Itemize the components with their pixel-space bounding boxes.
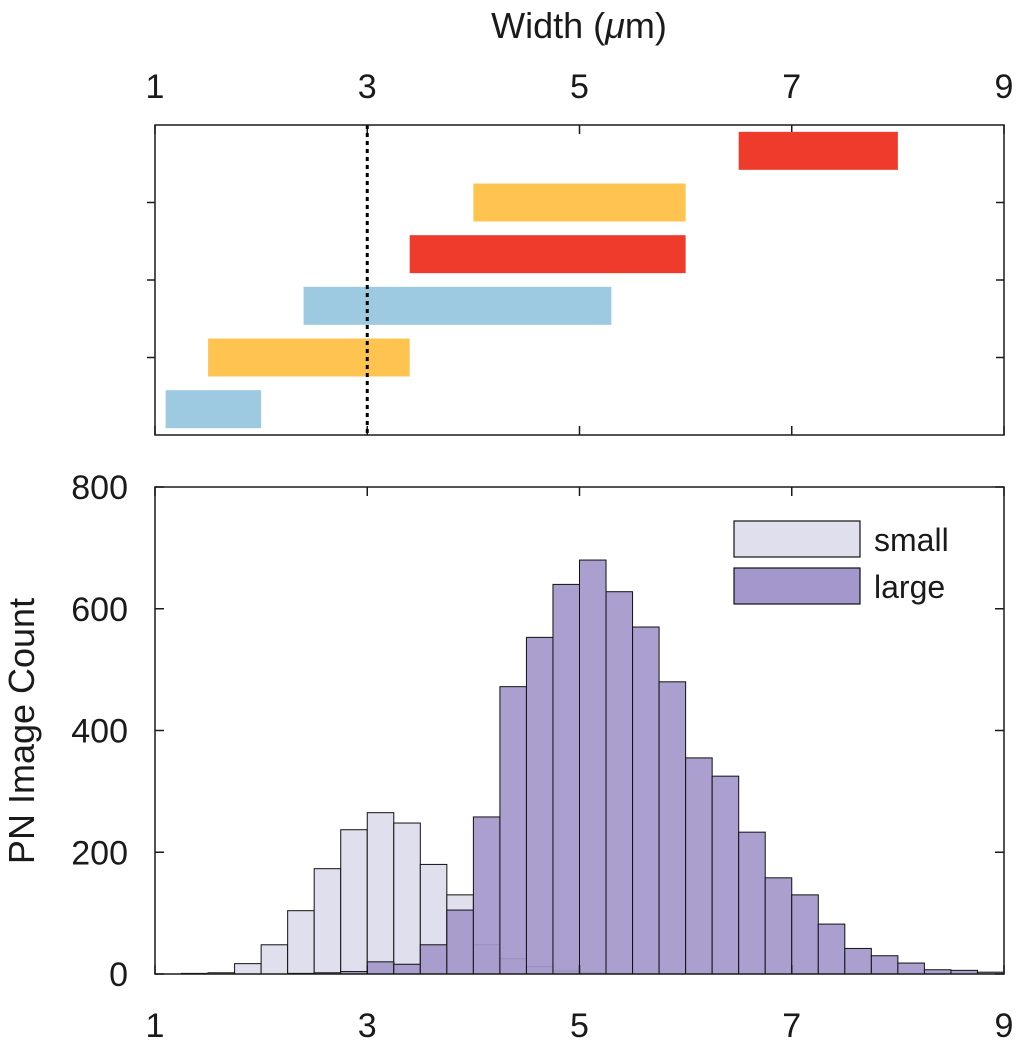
y-tick-label: 800 [71,469,128,507]
x-tick-label: 1 [146,1007,165,1043]
histogram-panel-frame [154,486,1005,975]
x-tick-label: 9 [995,1007,1014,1043]
range-bar [208,338,410,377]
histogram-bar-large [605,591,634,975]
top-x-axis-title: Width (μm) [491,5,667,46]
top-x-axis-ticks: 1 3 5 7 9 [146,68,1014,435]
histogram-axis-ticks: 1 3 5 7 9 0 200 400 600 800 [71,469,1013,1043]
range-bar [738,131,898,170]
x-tick-label: 5 [570,1007,589,1043]
y-tick-label: 200 [71,834,128,872]
histogram-bar-large [844,947,872,975]
range-bar [473,183,686,222]
histogram-bar-large [579,559,607,975]
range-panel: Width (μm) 1 3 5 7 9 [146,5,1014,436]
histogram-bar-large [419,944,448,975]
histogram-bar-small [260,944,289,975]
histogram-bar-large [870,955,899,975]
legend-label-small: small [874,522,949,558]
histogram-bar-large [366,961,395,975]
range-panel-frame [154,124,1005,436]
histogram-panel: 1 3 5 7 9 0 200 400 600 800 PN Image Count small l… [1,469,1013,1043]
histogram-bar-large [711,775,740,975]
histogram-bar-large [764,877,793,975]
histogram-bar-large [446,909,474,975]
top-x-tick-label: 7 [782,68,801,106]
histogram-bar-small [366,812,395,975]
top-x-tick-label: 1 [146,68,165,106]
histogram-bar-large [632,626,660,975]
y-axis-title: PN Image Count [1,598,42,864]
histogram-bar-large [499,686,527,975]
legend-swatch-large [733,567,861,605]
histogram-bar-large [393,963,421,975]
range-bars [165,131,898,429]
range-bar [303,286,612,325]
histogram-bar-large [738,831,766,975]
histogram-bar-large [685,757,713,975]
histogram-bar-small [287,910,315,975]
y-tick-label: 400 [71,713,128,751]
legend-label-large: large [874,569,945,605]
histogram-bar-large [472,816,501,975]
top-x-tick-label: 9 [995,68,1014,106]
top-x-tick-label: 3 [358,68,377,106]
range-bar [409,235,686,274]
histogram-bar-large [897,962,925,975]
y-tick-label: 600 [71,591,128,629]
histogram-bar-small [393,822,421,975]
histogram-bar-small [313,868,342,975]
x-tick-label: 7 [782,1007,801,1043]
legend: small large [733,520,949,605]
histogram-bar-large [658,681,687,975]
histogram-bar-large [817,923,846,975]
range-bar [165,390,262,429]
histogram-bar-small [340,829,368,975]
histogram-bar-large [525,636,554,975]
histogram-bar-large [791,894,819,975]
legend-swatch-small [733,520,861,558]
histogram-bar-small [234,963,262,975]
top-x-tick-label: 5 [570,68,589,106]
histogram-bar-large [552,583,580,975]
x-tick-label: 3 [358,1007,377,1043]
y-tick-label: 0 [109,956,128,994]
